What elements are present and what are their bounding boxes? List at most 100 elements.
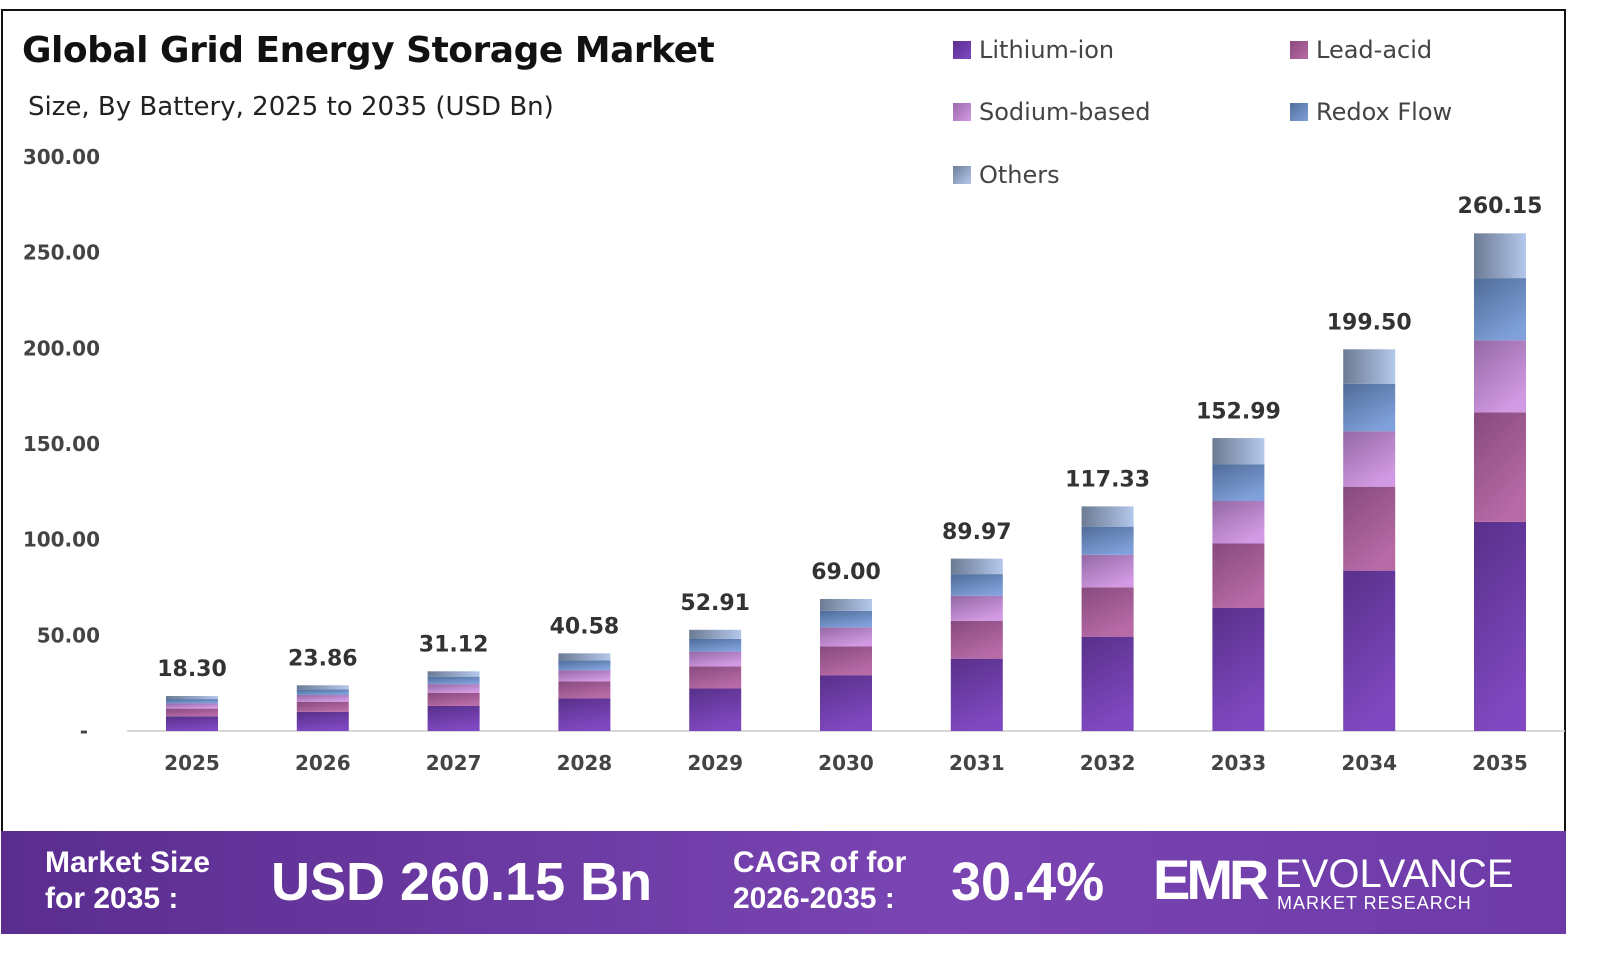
y-tick-label: 300.00 xyxy=(23,145,100,169)
bar-segment-lead-acid-2034 xyxy=(1343,486,1396,571)
cagr-label-line1: CAGR of for xyxy=(733,846,907,879)
bar-segment-lead-acid-2032 xyxy=(1081,587,1134,637)
bar-segment-lead-acid-2031 xyxy=(950,620,1003,659)
market-size-label-line2: for 2035 : xyxy=(45,882,179,915)
legend-item-sodium-based: Sodium-based xyxy=(953,98,1151,126)
bar-segment-lead-acid-2025 xyxy=(166,708,218,717)
bar-segment-sodium-based-2035 xyxy=(1474,340,1526,413)
bar-segment-others-2032 xyxy=(1081,506,1134,527)
total-label-2033: 152.99 xyxy=(1196,399,1281,424)
bar-segment-lithium-ion-2033 xyxy=(1212,607,1265,731)
bar-segment-lithium-ion-2034 xyxy=(1343,570,1396,731)
legend-item-lithium-ion: Lithium-ion xyxy=(953,36,1114,64)
x-tick-label-2028: 2028 xyxy=(557,751,613,775)
bar-segment-sodium-based-2030 xyxy=(820,627,872,647)
legend-item-others: Others xyxy=(953,161,1060,189)
bar-segment-redox-flow-2028 xyxy=(558,660,611,671)
market-size-label: Market Size for 2035 : xyxy=(45,845,210,917)
bar-segment-others-2025 xyxy=(166,695,218,700)
chart-plot: - 50.00 100.00 150.00 200.00 250.00 300.00 18.3… xyxy=(23,145,1565,775)
x-tick-label-2029: 2029 xyxy=(687,751,743,775)
cagr-value: 30.4% xyxy=(951,852,1105,912)
x-tick-label-2034: 2034 xyxy=(1341,751,1397,775)
bar-segment-lithium-ion-2030 xyxy=(820,675,872,731)
y-tick-label: - xyxy=(80,719,88,743)
bar-segment-lead-acid-2030 xyxy=(820,646,872,676)
bar-segment-redox-flow-2032 xyxy=(1081,526,1134,555)
bar-segment-redox-flow-2026 xyxy=(296,689,349,696)
bar-segment-sodium-based-2032 xyxy=(1081,554,1134,588)
legend-swatch xyxy=(953,103,971,121)
bar-segment-redox-flow-2033 xyxy=(1212,464,1265,502)
bar-segment-lithium-ion-2028 xyxy=(558,698,611,731)
bar-segment-lead-acid-2035 xyxy=(1474,412,1526,522)
bar-segment-others-2026 xyxy=(296,685,349,690)
chart-subtitle: Size, By Battery, 2025 to 2035 (USD Bn) xyxy=(28,92,554,122)
bar-segment-lithium-ion-2032 xyxy=(1081,636,1134,731)
bar-segment-sodium-based-2029 xyxy=(689,651,742,667)
bar-segment-others-2027 xyxy=(427,671,480,677)
y-tick-label: 50.00 xyxy=(37,623,100,647)
total-label-2035: 260.15 xyxy=(1458,194,1543,219)
total-label-2029: 52.91 xyxy=(680,591,750,616)
bar-segment-sodium-based-2027 xyxy=(427,684,480,693)
bar-segment-others-2028 xyxy=(558,653,611,661)
total-label-2027: 31.12 xyxy=(419,632,489,657)
legend-label: Others xyxy=(979,161,1060,189)
bar-segment-others-2031 xyxy=(950,558,1003,575)
x-tick-label-2025: 2025 xyxy=(164,751,220,775)
legend-label: Lead-acid xyxy=(1316,36,1433,64)
x-tick-label-2032: 2032 xyxy=(1080,751,1136,775)
chart-frame xyxy=(1,9,1566,934)
legend-label: Lithium-ion xyxy=(979,36,1115,64)
legend-label: Sodium-based xyxy=(979,98,1151,126)
cagr-label-line2: 2026-2035 : xyxy=(733,882,895,915)
legend-swatch xyxy=(1290,103,1308,121)
brand-name: EVOLVANCE xyxy=(1275,852,1514,896)
bar-segment-redox-flow-2029 xyxy=(689,638,742,652)
bar-segment-redox-flow-2030 xyxy=(820,610,872,628)
legend-label: Redox Flow xyxy=(1316,98,1453,126)
bar-segment-lead-acid-2028 xyxy=(558,681,611,699)
bar-segment-lead-acid-2033 xyxy=(1212,543,1265,608)
total-label-2026: 23.86 xyxy=(288,646,358,671)
chart-title: Global Grid Energy Storage Market xyxy=(22,30,715,71)
bar-segment-lithium-ion-2027 xyxy=(427,705,480,731)
x-tick-label-2035: 2035 xyxy=(1472,751,1528,775)
bar-segment-lithium-ion-2029 xyxy=(689,688,742,731)
bar-segment-sodium-based-2034 xyxy=(1343,431,1396,487)
bar-segment-redox-flow-2034 xyxy=(1343,383,1396,432)
bar-segment-redox-flow-2025 xyxy=(166,699,218,704)
x-tick-label-2027: 2027 xyxy=(426,751,482,775)
bar-segment-sodium-based-2025 xyxy=(166,703,218,709)
market-size-value: USD 260.15 Bn xyxy=(271,852,653,912)
x-tick-label-2031: 2031 xyxy=(949,751,1005,775)
total-label-2030: 69.00 xyxy=(811,560,881,585)
bar-segment-sodium-based-2031 xyxy=(950,595,1003,621)
bar-segment-lithium-ion-2026 xyxy=(296,711,349,731)
brand-subtitle: MARKET RESEARCH xyxy=(1277,893,1472,913)
y-tick-label: 200.00 xyxy=(23,336,100,360)
legend-item-redox-flow: Redox Flow xyxy=(1290,98,1452,126)
x-tick-label-2033: 2033 xyxy=(1211,751,1267,775)
bar-segment-sodium-based-2033 xyxy=(1212,501,1265,544)
bar-segment-sodium-based-2026 xyxy=(296,695,349,702)
bar-segment-lead-acid-2029 xyxy=(689,666,742,689)
footer-banner: Market Size for 2035 : USD 260.15 Bn CAGR… xyxy=(1,831,1566,934)
x-tick-label-2026: 2026 xyxy=(295,751,351,775)
total-label-2032: 117.33 xyxy=(1065,468,1150,493)
total-label-2025: 18.30 xyxy=(157,657,227,682)
market-size-label-line1: Market Size xyxy=(45,846,211,879)
y-tick-label: 150.00 xyxy=(23,432,100,456)
bar-segment-lithium-ion-2035 xyxy=(1474,521,1526,731)
y-tick-label: 250.00 xyxy=(23,241,100,265)
total-label-2034: 199.50 xyxy=(1327,310,1412,335)
bar-segment-lead-acid-2026 xyxy=(296,701,349,712)
legend-swatch xyxy=(1290,41,1308,59)
bar-segment-lithium-ion-2025 xyxy=(166,716,218,731)
legend-swatch xyxy=(953,166,971,184)
legend-swatch xyxy=(953,41,971,59)
bar-segment-others-2033 xyxy=(1212,438,1265,465)
total-label-2028: 40.58 xyxy=(550,614,620,639)
x-tick-label-2030: 2030 xyxy=(818,751,874,775)
